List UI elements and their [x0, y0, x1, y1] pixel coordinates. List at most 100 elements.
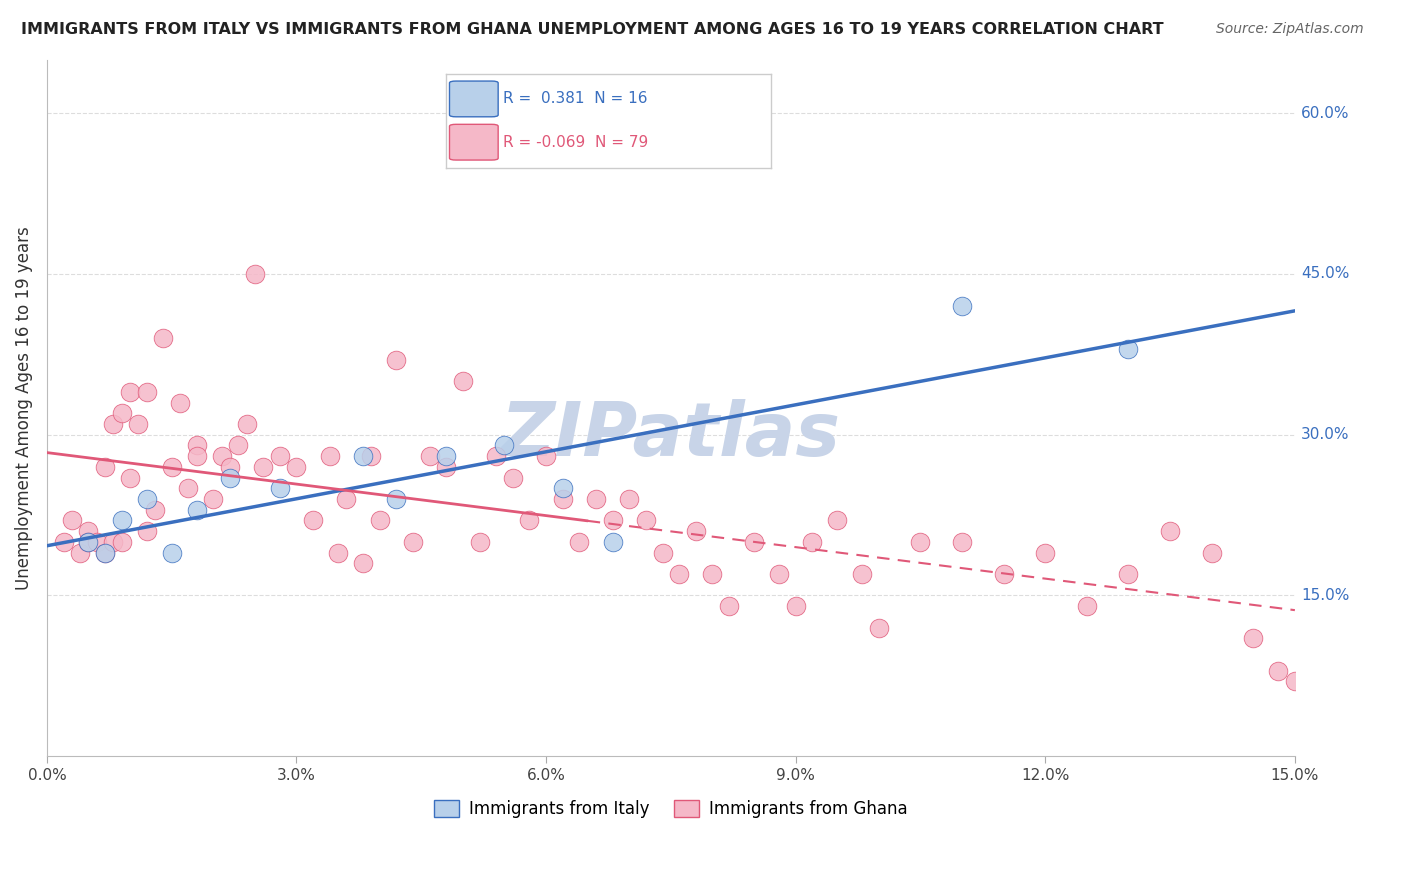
Point	[851, 567, 873, 582]
Point	[702, 567, 724, 582]
Point	[94, 546, 117, 560]
Point	[120, 470, 142, 484]
Point	[619, 491, 641, 506]
Point	[143, 502, 166, 516]
Point	[502, 470, 524, 484]
Point	[668, 567, 690, 582]
Point	[1201, 546, 1223, 560]
Point	[219, 470, 242, 484]
Point	[494, 438, 516, 452]
Point	[451, 374, 474, 388]
Point	[252, 459, 274, 474]
Point	[651, 546, 673, 560]
Point	[634, 513, 657, 527]
Text: 30.0%: 30.0%	[1301, 427, 1350, 442]
Point	[103, 535, 125, 549]
Point	[235, 417, 257, 431]
Point	[785, 599, 807, 614]
Point	[419, 449, 441, 463]
Point	[243, 267, 266, 281]
Point	[534, 449, 557, 463]
Point	[202, 491, 225, 506]
Point	[219, 459, 242, 474]
Point	[742, 535, 765, 549]
Point	[77, 524, 100, 538]
Point	[211, 449, 233, 463]
Point	[152, 331, 174, 345]
Point	[226, 438, 249, 452]
Point	[468, 535, 491, 549]
Point	[827, 513, 849, 527]
Text: 60.0%: 60.0%	[1301, 105, 1350, 120]
Legend: Immigrants from Italy, Immigrants from Ghana: Immigrants from Italy, Immigrants from G…	[427, 793, 915, 824]
Point	[602, 513, 624, 527]
Text: Source: ZipAtlas.com: Source: ZipAtlas.com	[1216, 22, 1364, 37]
Point	[69, 546, 91, 560]
Point	[77, 535, 100, 549]
Point	[950, 535, 973, 549]
Point	[269, 449, 291, 463]
Point	[1118, 342, 1140, 356]
Point	[485, 449, 508, 463]
Point	[1284, 674, 1306, 689]
Point	[1159, 524, 1181, 538]
Point	[135, 524, 157, 538]
Point	[60, 513, 83, 527]
Point	[186, 502, 208, 516]
Text: 45.0%: 45.0%	[1301, 267, 1350, 282]
Point	[103, 417, 125, 431]
Text: 15.0%: 15.0%	[1301, 588, 1350, 603]
Point	[352, 557, 374, 571]
Point	[94, 459, 117, 474]
Point	[86, 535, 108, 549]
Point	[868, 621, 890, 635]
Point	[551, 491, 574, 506]
Text: IMMIGRANTS FROM ITALY VS IMMIGRANTS FROM GHANA UNEMPLOYMENT AMONG AGES 16 TO 19 : IMMIGRANTS FROM ITALY VS IMMIGRANTS FROM…	[21, 22, 1164, 37]
Point	[434, 449, 457, 463]
Point	[368, 513, 391, 527]
Point	[302, 513, 325, 527]
Point	[319, 449, 342, 463]
Point	[135, 491, 157, 506]
Point	[602, 535, 624, 549]
Point	[1241, 632, 1264, 646]
Point	[585, 491, 607, 506]
Point	[120, 384, 142, 399]
Point	[950, 299, 973, 313]
Point	[135, 384, 157, 399]
Point	[685, 524, 707, 538]
Point	[111, 406, 134, 420]
Point	[385, 491, 408, 506]
Point	[519, 513, 541, 527]
Point	[910, 535, 932, 549]
Point	[568, 535, 591, 549]
Point	[285, 459, 308, 474]
Point	[801, 535, 824, 549]
Point	[1267, 664, 1289, 678]
Text: ZIPatlas: ZIPatlas	[501, 400, 841, 472]
Point	[1076, 599, 1098, 614]
Point	[177, 481, 200, 495]
Point	[94, 546, 117, 560]
Point	[186, 449, 208, 463]
Point	[993, 567, 1015, 582]
Point	[352, 449, 374, 463]
Point	[186, 438, 208, 452]
Point	[160, 546, 183, 560]
Point	[269, 481, 291, 495]
Point	[434, 459, 457, 474]
Y-axis label: Unemployment Among Ages 16 to 19 years: Unemployment Among Ages 16 to 19 years	[15, 226, 32, 590]
Point	[402, 535, 425, 549]
Point	[1033, 546, 1056, 560]
Point	[111, 513, 134, 527]
Point	[111, 535, 134, 549]
Point	[52, 535, 75, 549]
Point	[77, 535, 100, 549]
Point	[360, 449, 382, 463]
Point	[551, 481, 574, 495]
Point	[169, 395, 191, 409]
Point	[1118, 567, 1140, 582]
Point	[385, 352, 408, 367]
Point	[326, 546, 349, 560]
Point	[718, 599, 741, 614]
